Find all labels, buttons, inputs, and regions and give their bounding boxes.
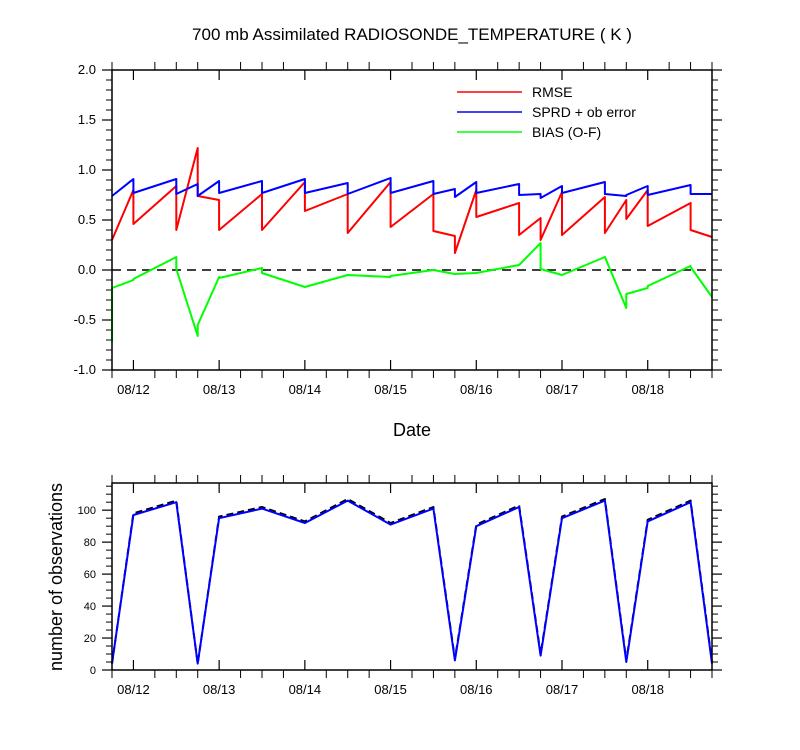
x-tick-label: 08/18: [631, 382, 664, 397]
x-tick-label: 08/14: [289, 382, 322, 397]
y-tick-label: -0.5: [74, 312, 96, 327]
legend: RMSE SPRD + ob error BIAS (O-F): [457, 84, 636, 140]
bottom-chart: 08/12 08/13 08/14 08/15 08/16 08/17 08/18 0 20 40…: [46, 475, 722, 697]
y-tick-label: 100: [78, 505, 96, 517]
x-tick-label: 08/15: [374, 682, 407, 697]
x-tick-label: 08/17: [546, 682, 579, 697]
top-chart: 700 mb Assimilated RADIOSONDE_TEMPERATUR…: [74, 25, 722, 440]
legend-label-sprd: SPRD + ob error: [532, 104, 636, 120]
y-tick-label: 0.5: [78, 212, 96, 227]
y-tick-label: 40: [84, 601, 96, 613]
bottom-plot-frame: [111, 482, 713, 671]
series-line-sprd-ob-error: [111, 177, 712, 199]
y-tick-label: 80: [84, 537, 96, 549]
top-axes: 08/12 08/13 08/14 08/15 08/16 08/17 08/18 -1.0 -…: [74, 62, 722, 397]
x-axis-title: Date: [393, 420, 431, 440]
series-line-assimilated: [111, 499, 713, 665]
x-tick-label: 08/17: [546, 382, 579, 397]
y-axis-title-observations: number of observations: [46, 483, 66, 671]
chart-title: 700 mb Assimilated RADIOSONDE_TEMPERATUR…: [192, 25, 632, 44]
series-line-rmse: [111, 147, 713, 254]
x-tick-label: 08/14: [289, 682, 322, 697]
top-series-group: [111, 147, 713, 342]
y-tick-label: 1.0: [78, 162, 96, 177]
x-tick-label: 08/13: [203, 382, 236, 397]
x-tick-label: 08/12: [117, 382, 150, 397]
series-line-bias-o-f: [111, 242, 713, 342]
x-tick-label: 08/18: [631, 682, 664, 697]
legend-label-rmse: RMSE: [532, 84, 572, 100]
x-tick-label: 08/16: [460, 682, 493, 697]
y-tick-label: 2.0: [78, 62, 96, 77]
legend-label-bias: BIAS (O-F): [532, 124, 601, 140]
y-tick-label: -1.0: [74, 362, 96, 377]
y-tick-label: 1.5: [78, 112, 96, 127]
y-tick-label: 20: [84, 633, 96, 645]
y-tick-label: 0: [90, 665, 96, 677]
x-tick-label: 08/12: [117, 682, 150, 697]
bottom-axes: 08/12 08/13 08/14 08/15 08/16 08/17 08/18 0 20 40…: [78, 475, 722, 697]
bottom-series-group: [111, 498, 713, 665]
x-tick-label: 08/16: [460, 382, 493, 397]
top-plot-frame: [111, 69, 713, 371]
y-tick-label: 0.0: [78, 262, 96, 277]
x-tick-label: 08/15: [374, 382, 407, 397]
x-tick-label: 08/13: [203, 682, 236, 697]
y-tick-label: 60: [84, 569, 96, 581]
